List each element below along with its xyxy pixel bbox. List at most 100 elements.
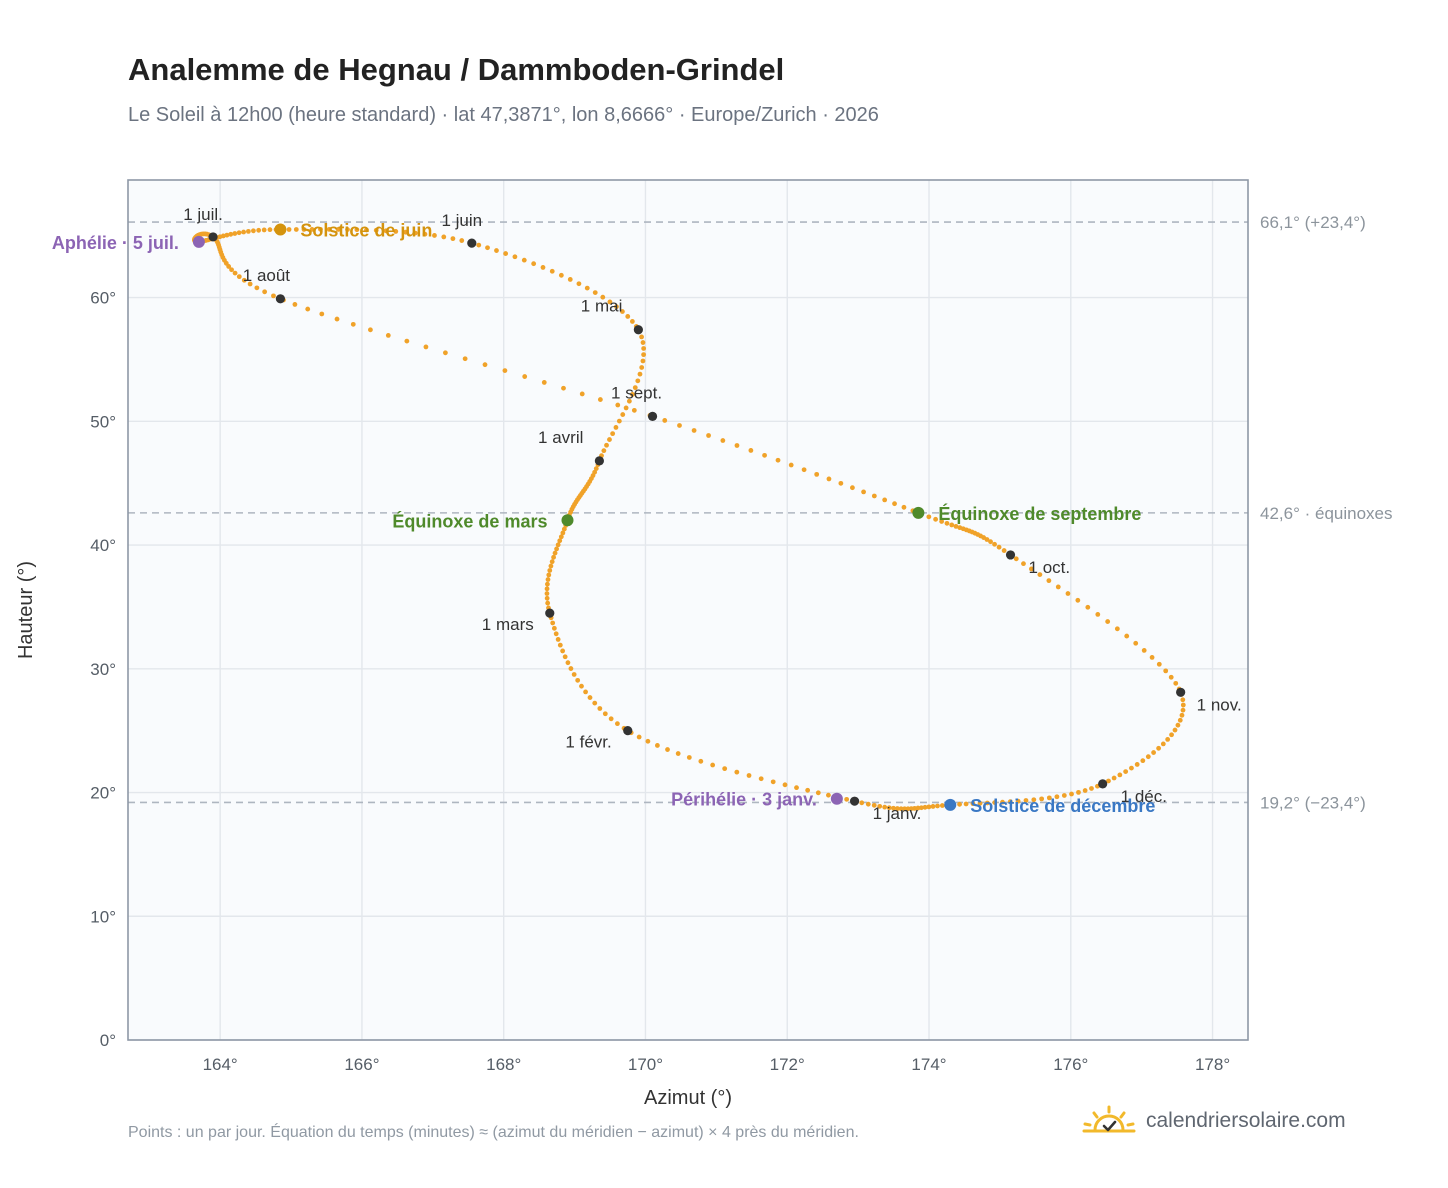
month-marker-label: 1 sept. xyxy=(611,383,662,402)
day-point xyxy=(326,226,332,232)
day-point xyxy=(1114,626,1120,632)
day-point xyxy=(412,230,418,236)
day-point xyxy=(1046,795,1052,801)
day-point xyxy=(305,306,311,312)
day-point xyxy=(593,466,599,472)
day-point xyxy=(1015,798,1021,804)
day-point xyxy=(1133,640,1139,646)
month-marker-dot xyxy=(1005,550,1016,560)
day-point xyxy=(722,766,728,772)
day-point xyxy=(368,327,373,333)
day-point xyxy=(502,368,508,374)
day-point xyxy=(1172,727,1178,733)
day-point xyxy=(600,294,606,300)
month-marker-label: 1 août xyxy=(243,266,291,285)
day-point xyxy=(1177,717,1183,723)
day-point xyxy=(286,227,292,232)
day-point xyxy=(675,751,681,756)
event-marker-dot xyxy=(192,235,205,248)
day-point xyxy=(1000,799,1005,805)
day-point xyxy=(544,595,550,601)
day-point xyxy=(540,265,546,270)
y-tick-label: 30° xyxy=(90,660,116,679)
brand[interactable]: calendriersolaire.com xyxy=(1082,1104,1346,1138)
day-point xyxy=(254,285,260,291)
day-point xyxy=(1106,778,1111,784)
day-point xyxy=(1169,732,1174,738)
month-marker-dot xyxy=(275,294,286,304)
day-point xyxy=(894,806,900,811)
day-point xyxy=(579,391,585,397)
event-marker-dot xyxy=(944,798,957,811)
day-point xyxy=(758,776,764,782)
reference-label: 19,2° (−23,4°) xyxy=(1260,793,1366,812)
day-point xyxy=(482,362,488,368)
reference-lines: 66,1° (+23,4°) 42,6° · équinoxes 19,2° (−2… xyxy=(128,213,1393,812)
y-axis-title: Hauteur (°) xyxy=(15,561,37,659)
day-point xyxy=(629,319,635,324)
day-point xyxy=(610,431,616,437)
day-point xyxy=(1168,674,1174,680)
day-point xyxy=(926,514,932,520)
month-marker-dot xyxy=(594,456,604,466)
month-marker-dot xyxy=(1176,687,1186,697)
day-point xyxy=(844,796,850,802)
day-point xyxy=(859,800,865,806)
x-tick-label: 174° xyxy=(911,1055,946,1074)
day-point xyxy=(882,804,888,810)
day-point xyxy=(245,228,251,234)
day-point xyxy=(1076,789,1081,795)
day-point xyxy=(614,721,620,727)
day-point xyxy=(1156,661,1162,667)
day-point xyxy=(762,452,767,458)
day-point xyxy=(301,227,307,232)
day-point xyxy=(710,762,716,768)
day-point xyxy=(256,227,262,233)
month-marker-dot xyxy=(467,238,477,248)
day-point xyxy=(548,563,554,569)
sun-logo-icon xyxy=(1082,1105,1136,1133)
day-point xyxy=(601,448,607,454)
day-point xyxy=(919,805,924,811)
day-point xyxy=(565,660,571,666)
day-point xyxy=(1140,758,1146,764)
day-point xyxy=(1173,680,1179,686)
day-point xyxy=(984,537,990,542)
y-tick-label: 0° xyxy=(100,1031,116,1050)
day-point xyxy=(901,504,907,510)
day-point xyxy=(293,227,299,232)
day-point xyxy=(988,539,993,545)
day-point xyxy=(984,800,990,806)
day-point xyxy=(882,497,888,503)
day-point xyxy=(546,572,552,578)
day-point xyxy=(1089,786,1094,791)
day-point xyxy=(871,802,877,808)
chart-subtitle: Le Soleil à 12h00 (heure standard) · lat… xyxy=(128,104,879,126)
day-point xyxy=(1065,591,1071,596)
day-point xyxy=(615,402,621,408)
month-marker-dot xyxy=(1098,779,1108,789)
day-point xyxy=(861,489,866,495)
day-point xyxy=(403,229,408,235)
day-point xyxy=(748,448,754,453)
x-tick-label: 178° xyxy=(1195,1055,1230,1074)
month-marker-label: 1 déc. xyxy=(1121,787,1167,806)
day-point xyxy=(1046,578,1052,584)
day-point xyxy=(782,782,788,788)
brand-link[interactable]: calendriersolaire.com xyxy=(1146,1109,1346,1132)
day-point xyxy=(996,544,1002,550)
month-marker-dot xyxy=(647,411,658,421)
day-point xyxy=(549,268,555,274)
day-point xyxy=(423,344,429,350)
day-point xyxy=(939,803,945,808)
day-point xyxy=(1123,769,1129,774)
day-point xyxy=(801,467,807,473)
day-point xyxy=(232,231,238,236)
day-point xyxy=(953,523,959,529)
day-point xyxy=(977,800,983,806)
day-point xyxy=(992,800,998,805)
day-point xyxy=(886,805,892,811)
day-point xyxy=(531,261,537,267)
day-point xyxy=(241,229,247,235)
event-label: Solstice de juin xyxy=(300,220,432,240)
